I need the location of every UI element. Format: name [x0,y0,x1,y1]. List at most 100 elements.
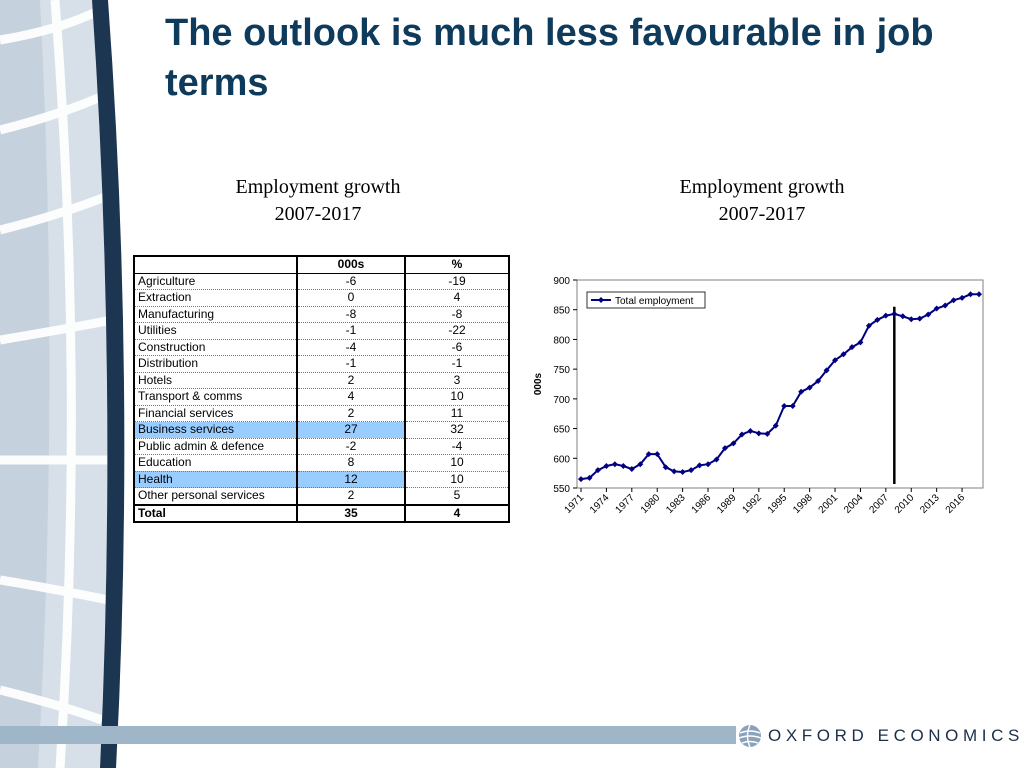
row-percent-cell: -4 [405,438,509,455]
x-tick-label: 1983 [664,492,688,516]
table-row: Other personal services 2 5 [134,487,509,505]
data-point [967,291,974,298]
oxford-economics-logo [738,724,762,748]
y-tick-label: 900 [553,276,570,287]
data-point [798,388,805,395]
data-point [789,402,796,409]
row-sector-cell: Extraction [134,289,298,307]
table-row: Manufacturing -8 -8 [134,306,509,323]
row-sector-cell: Construction [134,339,298,356]
data-point [730,440,737,447]
data-point [959,294,966,301]
row-thousands-cell: -2 [297,438,406,455]
table-row: Hotels 2 3 [134,372,509,389]
row-percent-cell: -1 [405,355,509,373]
data-point [925,311,932,318]
y-tick-label: 850 [553,306,570,317]
row-thousands-cell: 27 [297,421,406,439]
data-point [645,451,652,458]
table-row: Health 12 10 [134,471,509,488]
row-percent-cell: -22 [405,322,509,340]
x-tick-label: 1971 [563,492,587,516]
data-point [586,474,593,481]
row-percent-cell: 32 [405,421,509,439]
x-tick-label: 2013 [918,492,942,516]
chart-subtitle: Employment growth 2007-2017 [632,174,892,228]
header-sector [134,256,298,274]
data-point [832,357,839,364]
table-subtitle: Employment growth 2007-2017 [188,174,448,228]
globe-graphic [0,0,130,768]
row-thousands-cell: 4 [297,388,406,406]
row-percent-cell: 11 [405,405,509,422]
data-point [806,384,813,391]
x-tick-label: 2016 [944,492,968,516]
data-point [815,378,822,385]
footer-bar [0,726,736,744]
row-thousands-cell: 2 [297,487,406,505]
row-percent-cell: 10 [405,471,509,488]
row-thousands-cell: -1 [297,322,406,340]
data-point [781,402,788,409]
data-point [628,465,635,472]
header-thousands: 000s [297,256,406,274]
table-row: Business services 27 32 [134,421,509,439]
table-row: Utilities -1 -22 [134,322,509,340]
data-point [705,461,712,468]
table-row: Distribution -1 -1 [134,355,509,373]
row-thousands-cell: 2 [297,372,406,389]
table-subtitle-line-1: Employment growth [235,176,401,198]
data-point [738,431,745,438]
row-thousands-cell: -1 [297,355,406,373]
data-point [611,461,618,468]
row-thousands-cell: -6 [297,273,406,290]
x-tick-label: 1980 [639,492,663,516]
row-sector-cell: Financial services [134,405,298,422]
chart-subtitle-line-1: Employment growth [679,176,845,198]
table-row: Education 8 10 [134,454,509,472]
x-tick-label: 1995 [766,492,790,516]
plot-area [576,279,984,489]
data-point [671,468,678,475]
data-point [848,344,855,351]
table-row: Construction -4 -6 [134,339,509,356]
row-sector-cell: Total [134,503,298,522]
row-thousands-cell: -8 [297,306,406,323]
data-point [772,422,779,429]
table-row: Extraction 0 4 [134,289,509,307]
data-point [823,367,830,374]
legend-label: Total employment [615,296,694,307]
data-point [594,467,601,474]
row-sector-cell: Health [134,471,298,488]
chart-subtitle-line-2: 2007-2017 [718,203,806,225]
row-thousands-cell: 35 [297,503,406,522]
data-point [688,467,695,474]
row-sector-cell: Transport & comms [134,388,298,406]
data-point [764,430,771,437]
data-point [874,316,881,323]
data-point [882,312,889,319]
table-subtitle-line-2: 2007-2017 [274,203,362,225]
row-sector-cell: Other personal services [134,487,298,505]
data-point [721,445,728,452]
row-percent-cell: 3 [405,372,509,389]
data-point [899,313,906,320]
employment-table: 000s % Agriculture -6 -19 Extraction 0 4 Manuf… [133,255,510,523]
y-tick-label: 550 [553,484,570,495]
table-row: Public admin & defence -2 -4 [134,438,509,455]
row-sector-cell: Utilities [134,322,298,340]
x-tick-label: 2010 [893,492,917,516]
data-point [933,305,940,312]
y-tick-label: 650 [553,425,570,436]
table-row: Financial services 2 11 [134,405,509,422]
row-sector-cell: Business services [134,421,298,439]
data-point [755,430,762,437]
row-sector-cell: Distribution [134,355,298,373]
x-tick-label: 1992 [740,492,764,516]
y-tick-label: 750 [553,365,570,376]
table-row: Transport & comms 4 10 [134,388,509,406]
data-point [950,297,957,304]
header-percent: % [405,256,509,274]
row-sector-cell: Hotels [134,372,298,389]
y-tick-label: 800 [553,335,570,346]
